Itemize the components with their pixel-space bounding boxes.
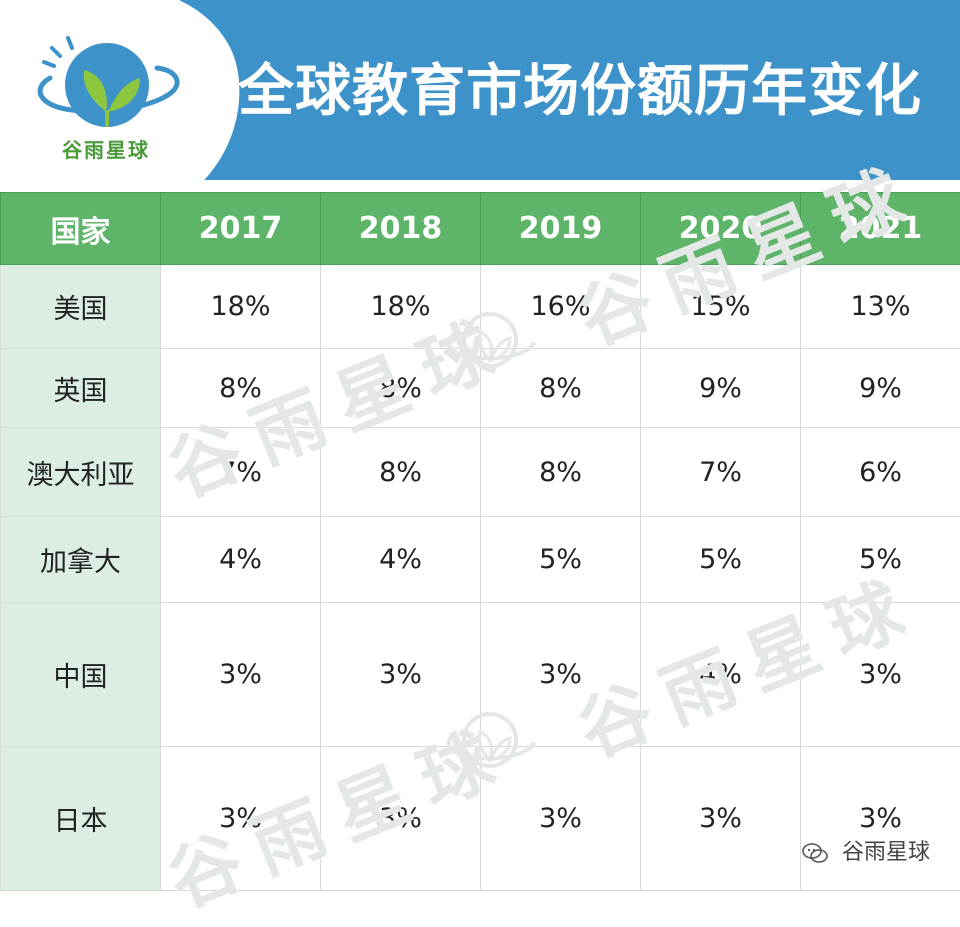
value-cell: 3% xyxy=(161,747,321,891)
value-cell: 7% xyxy=(161,428,321,517)
logo-text: 谷雨星球 xyxy=(62,134,182,163)
brand-logo: 谷雨星球 xyxy=(22,30,192,170)
wechat-source-mark: 谷雨星球 xyxy=(801,834,930,866)
value-cell: 8% xyxy=(481,349,641,428)
market-share-table: 国家 2017 2018 2019 2020 2021 美国 18% 18% 1… xyxy=(0,192,960,891)
value-cell: 5% xyxy=(801,517,960,603)
value-cell: 9% xyxy=(641,349,801,428)
table-header-row: 国家 2017 2018 2019 2020 2021 xyxy=(1,193,960,265)
column-header-2021: 2021 xyxy=(801,193,960,265)
column-header-2020: 2020 xyxy=(641,193,801,265)
table-row: 加拿大 4% 4% 5% 5% 5% xyxy=(1,517,960,603)
country-cell: 中国 xyxy=(1,603,161,747)
value-cell: 9% xyxy=(801,349,960,428)
value-cell: 8% xyxy=(161,349,321,428)
table-row: 英国 8% 8% 8% 9% 9% xyxy=(1,349,960,428)
value-cell: 3% xyxy=(641,747,801,891)
value-cell: 18% xyxy=(321,265,481,349)
value-cell: 3% xyxy=(321,603,481,747)
table-row: 美国 18% 18% 16% 15% 13% xyxy=(1,265,960,349)
value-cell: 4% xyxy=(321,517,481,603)
table-row: 中国 3% 3% 3% 4% 3% xyxy=(1,603,960,747)
value-cell: 4% xyxy=(641,603,801,747)
value-cell: 3% xyxy=(801,747,960,891)
planet-leaf-icon xyxy=(22,30,192,140)
value-cell: 7% xyxy=(641,428,801,517)
value-cell: 8% xyxy=(321,349,481,428)
value-cell: 5% xyxy=(481,517,641,603)
column-header-2019: 2019 xyxy=(481,193,641,265)
value-cell: 8% xyxy=(321,428,481,517)
country-cell: 澳大利亚 xyxy=(1,428,161,517)
wechat-account-name: 谷雨星球 xyxy=(842,840,930,865)
table-row: 日本 3% 3% 3% 3% 3% xyxy=(1,747,960,891)
country-cell: 英国 xyxy=(1,349,161,428)
column-header-country: 国家 xyxy=(1,193,161,265)
table-row: 澳大利亚 7% 8% 8% 7% 6% xyxy=(1,428,960,517)
value-cell: 3% xyxy=(481,603,641,747)
value-cell: 3% xyxy=(321,747,481,891)
wechat-icon xyxy=(801,842,829,864)
value-cell: 8% xyxy=(481,428,641,517)
column-header-2017: 2017 xyxy=(161,193,321,265)
country-cell: 美国 xyxy=(1,265,161,349)
page-title: 全球教育市场份额历年变化 xyxy=(238,52,938,132)
country-cell: 加拿大 xyxy=(1,517,161,603)
value-cell: 16% xyxy=(481,265,641,349)
value-cell: 3% xyxy=(161,603,321,747)
header-banner: 谷雨星球 全球教育市场份额历年变化 xyxy=(0,0,960,180)
value-cell: 3% xyxy=(801,603,960,747)
value-cell: 15% xyxy=(641,265,801,349)
value-cell: 5% xyxy=(641,517,801,603)
value-cell: 13% xyxy=(801,265,960,349)
column-header-2018: 2018 xyxy=(321,193,481,265)
value-cell: 18% xyxy=(161,265,321,349)
value-cell: 4% xyxy=(161,517,321,603)
value-cell: 3% xyxy=(481,747,641,891)
value-cell: 6% xyxy=(801,428,960,517)
market-share-table-container: 国家 2017 2018 2019 2020 2021 美国 18% 18% 1… xyxy=(0,192,960,892)
country-cell: 日本 xyxy=(1,747,161,891)
